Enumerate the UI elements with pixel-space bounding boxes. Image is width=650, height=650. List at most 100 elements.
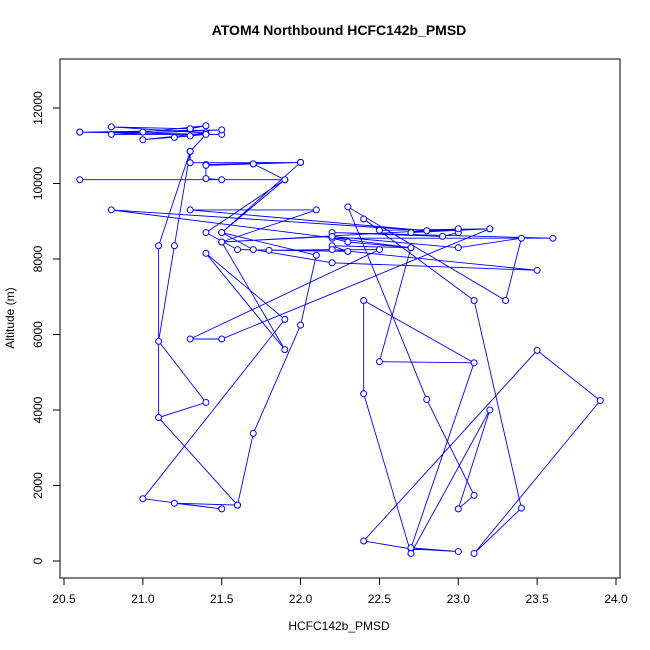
data-point <box>533 346 541 354</box>
data-point <box>360 537 368 545</box>
data-point <box>423 395 431 403</box>
data-point <box>233 246 241 254</box>
data-point <box>249 246 257 254</box>
data-point <box>344 247 352 255</box>
data-point <box>297 321 305 329</box>
data-point <box>155 414 163 422</box>
data-point <box>249 429 257 437</box>
x-tick-label: 23.5 <box>525 592 549 606</box>
data-point <box>265 246 273 254</box>
data-point <box>470 549 478 557</box>
data-point <box>202 229 210 237</box>
data-point <box>233 501 241 509</box>
data-point <box>202 249 210 257</box>
data-point <box>470 491 478 499</box>
data-point <box>344 238 352 246</box>
data-point <box>218 505 226 513</box>
data-point <box>76 176 84 184</box>
chart-title: ATOM4 Northbound HCFC142b_PMSD <box>212 22 467 38</box>
data-point <box>186 125 194 133</box>
series-layer <box>76 122 604 557</box>
data-point <box>186 159 194 167</box>
data-point <box>170 242 178 250</box>
y-tick-label: 4000 <box>31 396 45 423</box>
data-point <box>139 136 147 144</box>
data-point <box>517 234 525 242</box>
data-point <box>202 398 210 406</box>
data-point <box>375 358 383 366</box>
data-point <box>107 123 115 131</box>
y-tick-label: 0 <box>31 557 45 564</box>
data-point <box>218 229 226 237</box>
x-tick-label: 21.5 <box>210 592 234 606</box>
data-point <box>312 251 320 259</box>
data-point <box>155 242 163 250</box>
y-tick-label: 8000 <box>31 245 45 272</box>
data-point <box>549 234 557 242</box>
data-point <box>170 499 178 507</box>
data-point <box>407 229 415 237</box>
data-point <box>470 359 478 367</box>
series-line <box>79 125 601 555</box>
data-point <box>186 147 194 155</box>
data-point <box>218 126 226 134</box>
x-tick-label: 21.0 <box>131 592 155 606</box>
data-point <box>186 335 194 343</box>
data-point <box>360 390 368 398</box>
y-tick-label: 10000 <box>31 166 45 200</box>
data-point <box>170 133 178 141</box>
data-point <box>407 549 415 557</box>
data-point <box>139 495 147 503</box>
data-point <box>375 226 383 234</box>
y-tick-label: 6000 <box>31 321 45 348</box>
data-point <box>517 504 525 512</box>
data-point <box>407 244 415 252</box>
data-point <box>454 244 462 252</box>
data-point <box>360 215 368 223</box>
y-tick-label: 12000 <box>31 91 45 125</box>
data-point <box>202 122 210 130</box>
data-point <box>454 225 462 233</box>
data-point <box>375 246 383 254</box>
y-axis: 0 2000 4000 6000 8000 10000 12000 <box>31 91 61 564</box>
y-axis-label: Altitude (m) <box>3 287 17 348</box>
data-point <box>281 176 289 184</box>
data-point <box>139 128 147 136</box>
data-point <box>486 225 494 233</box>
data-point <box>328 246 336 254</box>
data-point <box>297 158 305 166</box>
x-tick-label: 23.0 <box>447 592 471 606</box>
data-point <box>328 232 336 240</box>
data-point <box>76 128 84 136</box>
data-point <box>107 206 115 214</box>
data-point <box>596 397 604 405</box>
data-point <box>186 132 194 140</box>
data-point <box>533 266 541 274</box>
data-point <box>439 232 447 240</box>
data-point <box>502 297 510 305</box>
data-point <box>186 206 194 214</box>
x-tick-label: 24.0 <box>604 592 628 606</box>
data-point <box>454 505 462 513</box>
data-point <box>107 130 115 138</box>
data-point <box>360 297 368 305</box>
x-tick-label: 20.5 <box>52 592 76 606</box>
data-point <box>312 206 320 214</box>
data-point <box>344 203 352 211</box>
data-point <box>454 548 462 556</box>
data-point <box>218 176 226 184</box>
data-point <box>202 130 210 138</box>
data-point <box>155 337 163 345</box>
data-point <box>486 406 494 414</box>
data-point <box>281 346 289 354</box>
data-point <box>423 227 431 235</box>
data-point <box>202 175 210 183</box>
x-axis: 20.5 21.0 21.5 22.0 22.5 23.0 23.5 24.0 <box>52 577 628 606</box>
data-point <box>407 544 415 552</box>
data-point <box>218 335 226 343</box>
x-tick-label: 22.5 <box>368 592 392 606</box>
data-point <box>218 238 226 246</box>
data-point <box>281 315 289 323</box>
x-tick-label: 22.0 <box>289 592 313 606</box>
